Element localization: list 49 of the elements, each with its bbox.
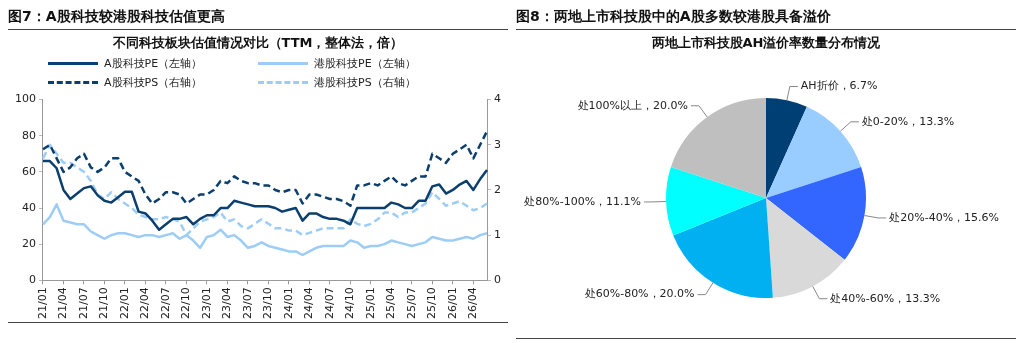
x-tick-label: 25/10 xyxy=(425,287,439,319)
slice-label: 处60%-80%，20.0% xyxy=(584,287,695,301)
y-tick-label: 100 xyxy=(15,92,36,106)
y-tick-label: 0 xyxy=(29,273,36,287)
y-tick-label: 40 xyxy=(22,200,36,214)
x-tick-label: 21/01 xyxy=(35,287,49,319)
x-tick-label: 21/04 xyxy=(56,287,70,319)
slice-label: 处0-20%，13.3% xyxy=(861,114,955,128)
legend-label: A股科技PS（右轴） xyxy=(104,75,203,90)
x-tick-label: 24/07 xyxy=(322,287,336,319)
x-tick-label: 22/07 xyxy=(158,287,172,319)
x-tick-label: 23/04 xyxy=(220,287,234,319)
y2-tick-label: 1 xyxy=(494,227,501,241)
y2-tick-label: 3 xyxy=(494,137,501,151)
y2-tick-label: 2 xyxy=(494,182,501,196)
chart-title: 图8：两地上市科技股中的A股多数较港股具备溢价 xyxy=(516,8,1016,30)
slice-label: 处80%-100%，11.1% xyxy=(524,194,642,208)
x-tick-label: 23/10 xyxy=(261,287,275,319)
y-tick-label: 80 xyxy=(22,128,36,142)
x-tick-label: 24/10 xyxy=(343,287,357,319)
x-tick-label: 21/07 xyxy=(76,287,90,319)
y2-tick-label: 4 xyxy=(494,92,501,106)
slice-label: AH折价，6.7% xyxy=(800,79,878,93)
x-tick-label: 23/01 xyxy=(199,287,213,319)
x-tick-label: 22/04 xyxy=(138,287,152,319)
legend-label: 港股科技PE（左轴） xyxy=(314,56,416,71)
x-tick-label: 25/04 xyxy=(384,287,398,319)
chart-subtitle: 两地上市科技股AH溢价率数量分布情况 xyxy=(650,34,882,52)
line-series xyxy=(41,129,489,208)
x-tick-label: 25/07 xyxy=(404,287,418,319)
legend-label: 港股科技PS（右轴） xyxy=(314,75,416,90)
chart-title: 图7：A股科技较港股科技估值更高 xyxy=(8,8,508,30)
x-tick-label: 26/01 xyxy=(445,287,459,319)
slice-label: 处100%以上，20.0% xyxy=(577,98,688,112)
x-tick-label: 25/01 xyxy=(363,287,377,319)
x-tick-label: 26/04 xyxy=(466,287,480,319)
slice-label: 处40%-60%，13.3% xyxy=(830,291,941,305)
y-tick-label: 60 xyxy=(22,164,36,178)
x-tick-label: 22/01 xyxy=(117,287,131,319)
x-tick-label: 21/10 xyxy=(97,287,111,319)
x-tick-label: 22/10 xyxy=(179,287,193,319)
y-tick-label: 20 xyxy=(22,237,36,251)
chart-subtitle: 不同科技板块估值情况对比（TTM，整体法，倍） xyxy=(111,34,405,52)
x-tick-label: 24/04 xyxy=(302,287,316,319)
legend-label: A股科技PE（左轴） xyxy=(104,56,203,71)
slice-label: 处20%-40%，15.6% xyxy=(889,210,1000,224)
x-tick-label: 24/01 xyxy=(281,287,295,319)
x-tick-label: 23/07 xyxy=(240,287,254,319)
y2-tick-label: 0 xyxy=(494,273,501,287)
